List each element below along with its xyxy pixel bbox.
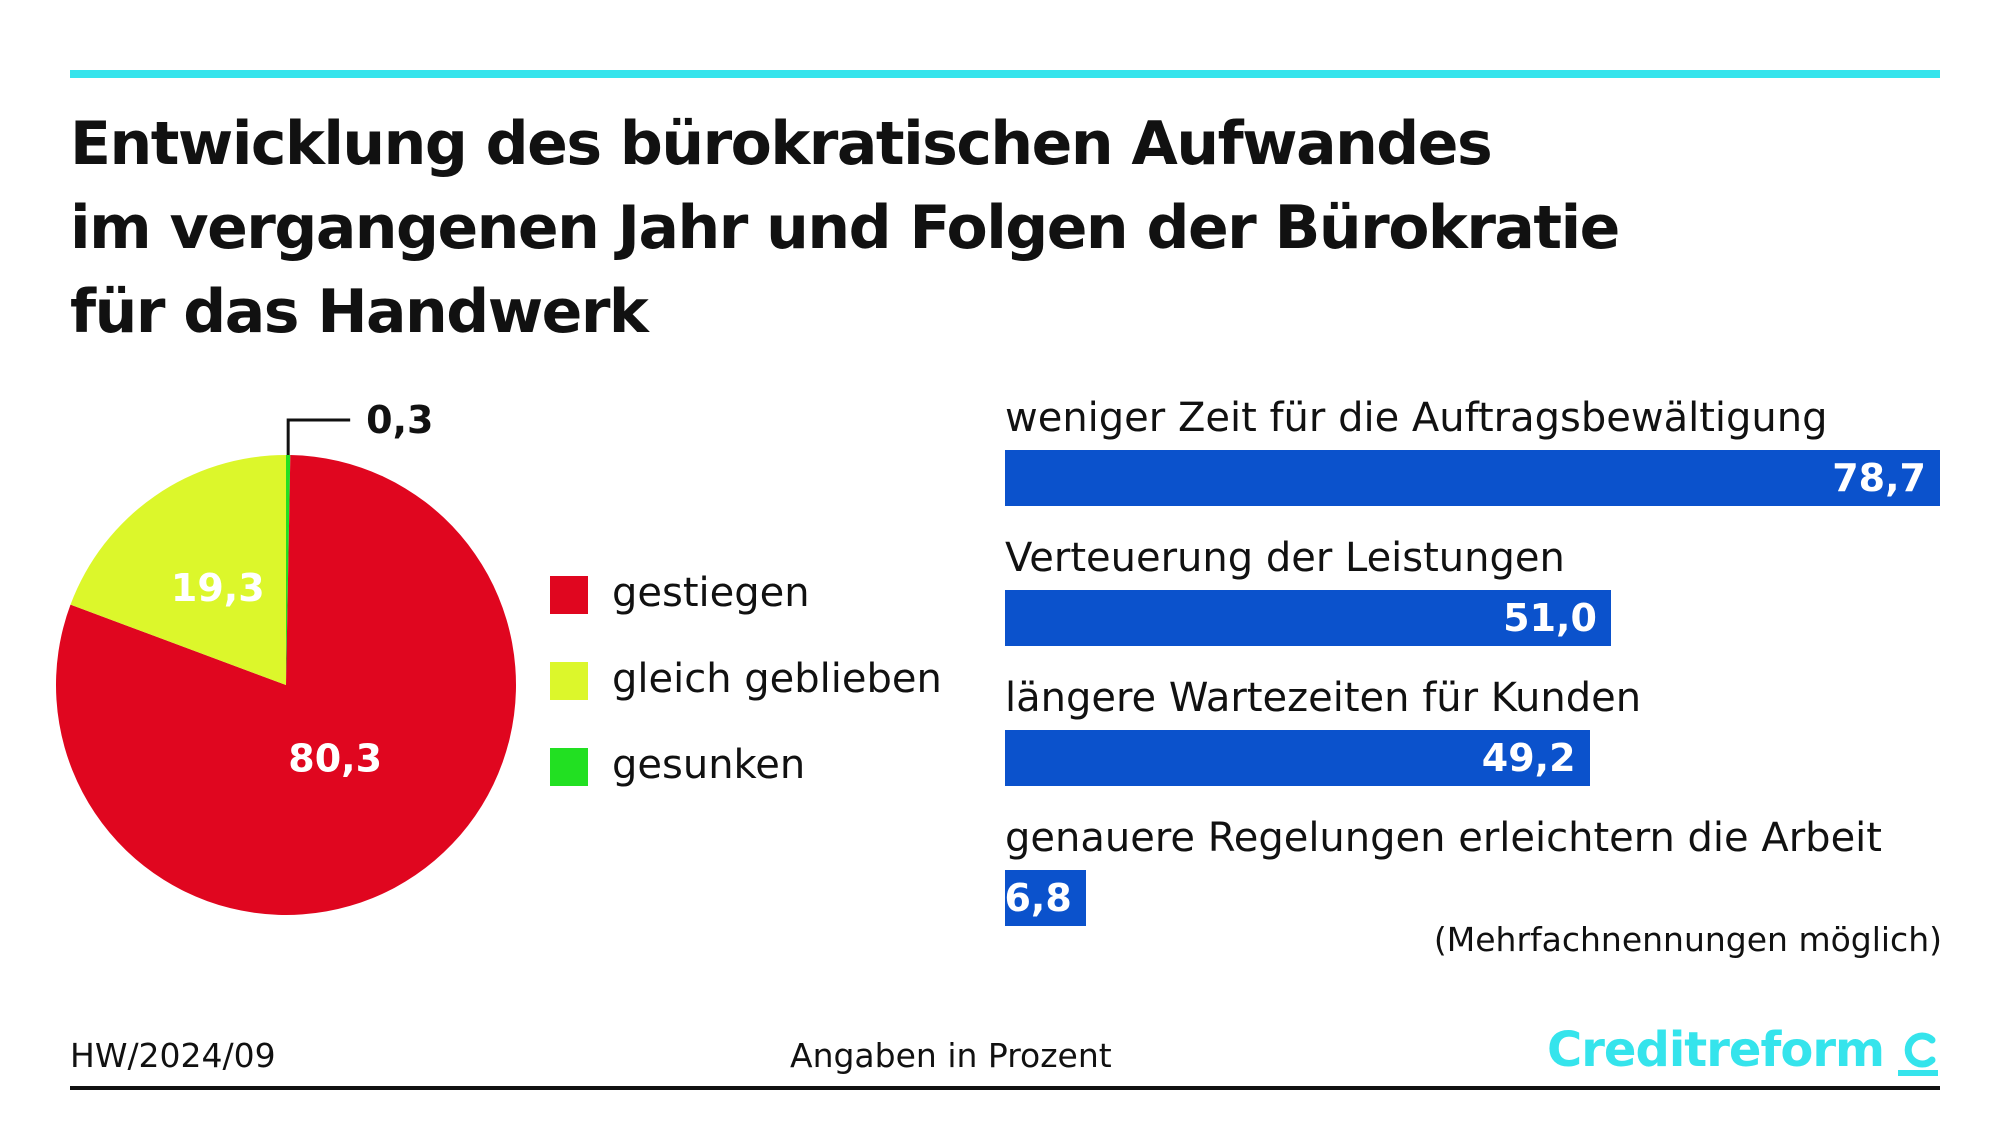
bar-value-regelungen: 6,8 xyxy=(1004,876,1072,920)
legend-label-gleich-geblieben: gleich geblieben xyxy=(612,656,942,702)
pie-chart: 80,3 19,3 0,3 xyxy=(56,400,517,916)
title-line-2: im vergangenen Jahr und Folgen der Bürok… xyxy=(70,193,1620,263)
bar-verteuerung: 51,0 xyxy=(1005,590,1611,646)
bar-label-wartezeiten: längere Wartezeiten für Kunden xyxy=(1005,675,1642,721)
bar-label-regelungen: genauere Regelungen erleichtern die Arbe… xyxy=(1005,815,1882,861)
bar-value-auftragsbewaeltigung: 78,7 xyxy=(1832,456,1926,500)
title-line-3: für das Handwerk xyxy=(70,277,649,347)
pie-slice-gesunken xyxy=(286,455,291,685)
pie-label-gestiegen: 80,3 xyxy=(288,736,382,780)
chart-title: Entwicklung des bürokratischen Aufwandes… xyxy=(70,102,1950,354)
bottom-rule xyxy=(70,1086,1940,1090)
pie-label-gesunken: 0,3 xyxy=(366,400,433,442)
title-line-1: Entwicklung des bürokratischen Aufwandes xyxy=(70,109,1493,179)
legend-swatch-gleich-geblieben xyxy=(550,662,588,700)
bar-wartezeiten: 49,2 xyxy=(1005,730,1590,786)
multiple-answers-note: (Mehrfachnennungen möglich) xyxy=(1433,920,1942,959)
footer-code: HW/2024/09 xyxy=(70,1036,276,1075)
legend-label-gestiegen: gestiegen xyxy=(612,570,810,616)
pie-leader-line-gesunken xyxy=(286,418,351,456)
bar-label-verteuerung: Verteuerung der Leistungen xyxy=(1005,535,1565,581)
creditreform-logo-icon xyxy=(1898,1032,1938,1076)
pie-slice-gestiegen xyxy=(56,455,517,916)
bar-regelungen: 6,8 xyxy=(1004,870,1086,926)
brand-wordmark: Creditreform xyxy=(1547,1022,1885,1078)
footer-unit-text: Angaben in Prozent xyxy=(790,1036,1112,1075)
bar-label-auftragsbewaeltigung: weniger Zeit für die Auftragsbewältigung xyxy=(1005,395,1828,441)
bar-value-verteuerung: 51,0 xyxy=(1503,596,1597,640)
legend-swatch-gesunken xyxy=(550,748,588,786)
bar-value-wartezeiten: 49,2 xyxy=(1481,736,1576,780)
legend-label-gesunken: gesunken xyxy=(612,742,806,788)
pie-label-gleich-geblieben: 19,3 xyxy=(171,566,265,610)
bar-auftragsbewaeltigung: 78,7 xyxy=(1005,450,1940,506)
legend-swatch-gestiegen xyxy=(550,576,588,614)
top-accent-rule xyxy=(70,70,1940,78)
pie-slice-gleich-geblieben xyxy=(70,455,286,685)
